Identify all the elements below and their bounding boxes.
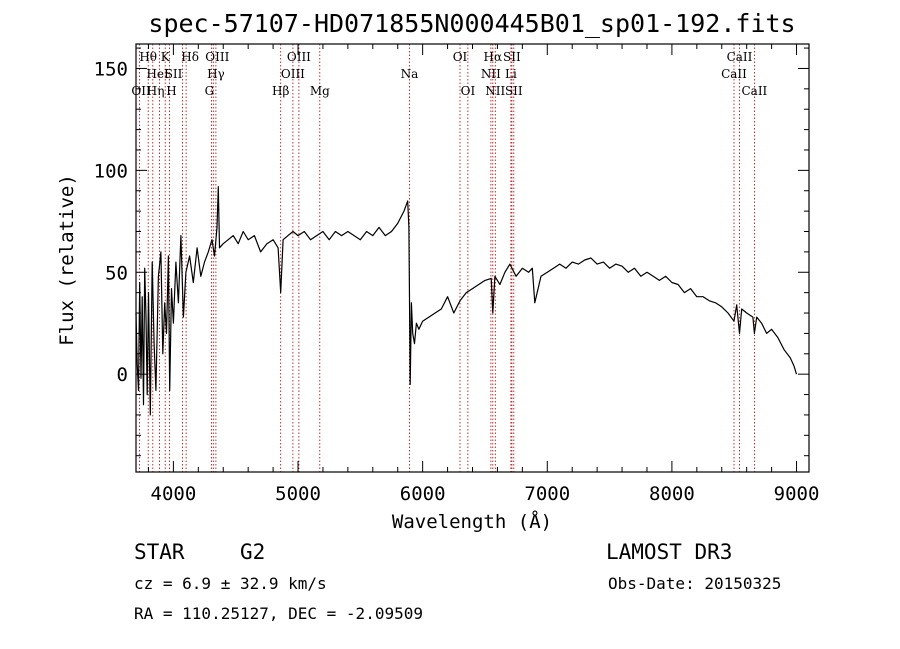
x-axis-ticks: 4000 5000 6000 7000 8000 9000 xyxy=(147,44,820,505)
chart-title: spec-57107-HD071855N000445B01_sp01-192.f… xyxy=(148,9,795,38)
line-label-23: SII xyxy=(505,84,523,98)
line-label-17: OI xyxy=(461,84,476,98)
coordinates-info: RA = 110.25127, DEC = -2.09509 xyxy=(134,604,423,623)
line-label-7: Hδ xyxy=(181,50,199,64)
line-label-14: Mg xyxy=(310,84,330,98)
plot-frame xyxy=(135,43,810,473)
y-tick-label: 0 xyxy=(117,364,128,386)
line-label-1: Hθ xyxy=(139,50,157,64)
line-label-6: SII xyxy=(165,67,183,81)
y-axis-ticks: 0 50 100 150 xyxy=(94,47,809,457)
line-label-8: G xyxy=(205,84,215,98)
x-tick-label: 7000 xyxy=(524,483,570,505)
redshift-info: cz = 6.9 ± 32.9 km/s xyxy=(134,574,327,593)
spectrum-series-line xyxy=(135,186,798,416)
line-label-2: Hη xyxy=(147,84,165,98)
y-tick-label: 50 xyxy=(105,262,128,284)
line-label-16: OI xyxy=(453,50,468,64)
emission-line-markers xyxy=(138,44,755,472)
spectral-subclass: G2 xyxy=(240,540,265,564)
line-label-26: CaII xyxy=(741,84,767,98)
y-axis-label: Flux (relative) xyxy=(56,174,78,346)
line-label-4: K xyxy=(161,50,171,64)
line-label-13: OIII xyxy=(287,50,311,64)
line-label-20: NII xyxy=(485,84,505,98)
line-label-5: H xyxy=(166,84,176,98)
line-label-19: Hα xyxy=(484,50,503,64)
line-label-24: CaII xyxy=(721,67,747,81)
x-tick-label: 4000 xyxy=(151,483,197,505)
y-tick-label: 150 xyxy=(94,58,128,80)
x-tick-label: 5000 xyxy=(275,483,321,505)
line-label-10: Hγ xyxy=(207,67,225,81)
object-class: STAR xyxy=(134,540,185,564)
line-label-9: OIII xyxy=(205,50,229,64)
emission-line-labels: OIIHθHηHeIKHSIIHδGOIIIHγHβOIIIOIIIMgNaOI… xyxy=(131,50,767,98)
line-label-12: OIII xyxy=(281,67,305,81)
line-label-18: NII xyxy=(481,67,501,81)
line-label-25: CaII xyxy=(727,50,753,64)
observation-date: Obs-Date: 20150325 xyxy=(608,574,781,593)
x-tick-label: 9000 xyxy=(774,483,820,505)
y-tick-label: 100 xyxy=(94,160,128,182)
line-label-11: Hβ xyxy=(272,84,289,98)
line-label-22: SII xyxy=(503,50,521,64)
line-label-15: Na xyxy=(401,67,419,81)
x-tick-label: 6000 xyxy=(400,483,446,505)
survey-name: LAMOST DR3 xyxy=(606,540,732,564)
x-axis-label: Wavelength (Å) xyxy=(392,510,552,533)
line-label-3: HeI xyxy=(146,67,169,81)
line-label-21: Li xyxy=(505,67,517,81)
x-tick-label: 8000 xyxy=(649,483,695,505)
